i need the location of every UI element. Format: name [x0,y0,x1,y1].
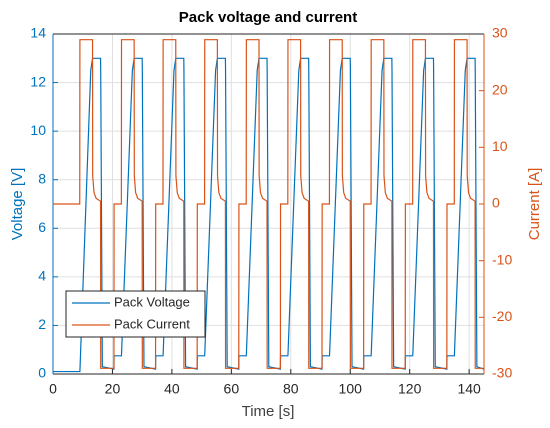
x-tick-label: 40 [164,381,180,397]
x-tick-label: 20 [105,381,121,397]
x-tick-label: 60 [224,381,240,397]
y-tick-label: 0 [38,365,46,381]
y-tick-label: 10 [30,122,46,138]
x-tick-label: 120 [398,381,422,397]
x-tick-label: 80 [283,381,299,397]
x-tick-label: 100 [339,381,363,397]
x-tick-label: 140 [457,381,481,397]
y2-axis-label: Current [A] [526,168,543,241]
y-tick-label: 2 [38,316,46,332]
legend-label: Pack Current [114,316,190,331]
y-axis-label: Voltage [V] [9,168,26,241]
chart-title: Pack voltage and current [179,9,357,26]
y-tick-label: 6 [38,219,46,235]
legend-label: Pack Voltage [114,294,190,309]
y2-tick-label: 20 [492,81,508,97]
y-tick-label: 8 [38,170,46,186]
y2-tick-label: -10 [492,251,512,267]
y-tick-label: 12 [30,73,46,89]
y2-tick-label: -30 [492,365,512,381]
x-axis-label: Time [s] [242,403,295,420]
x-tick-label: 0 [49,381,57,397]
series-line [53,39,484,369]
y-tick-label: 14 [30,25,46,41]
legend-box [65,290,206,338]
y-tick-label: 4 [38,268,46,284]
y2-tick-label: -20 [492,308,512,324]
y2-tick-label: 30 [492,25,508,41]
y2-tick-label: 10 [492,138,508,154]
y2-tick-label: 0 [492,195,500,211]
